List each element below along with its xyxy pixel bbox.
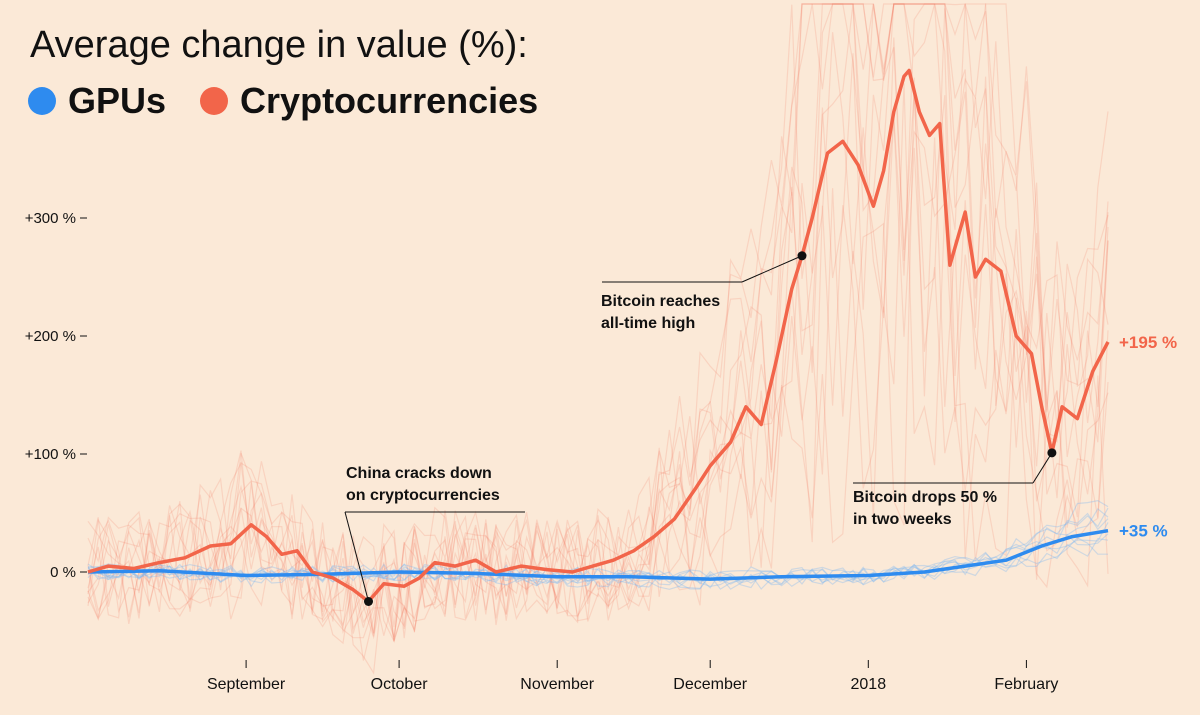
y-tick-label: +200 % (25, 328, 76, 345)
end-label-gpus: +35 % (1119, 522, 1168, 541)
crypto-asset-line-7 (87, 118, 1109, 634)
legend-label-gpus: GPUs (68, 80, 167, 121)
annotation-ath-leader (741, 255, 803, 283)
chart-title: Average change in value (%): (30, 24, 528, 66)
legend-dot-gpus (28, 87, 56, 115)
legend-item-gpus: GPUs (28, 80, 166, 122)
x-tick-label: November (520, 676, 594, 693)
annotation-ath-point (797, 251, 807, 261)
annotation-china-leader (344, 511, 369, 602)
legend: GPUs Cryptocurrencies (28, 80, 572, 122)
end-label-cryptocurrencies: +195 % (1119, 333, 1177, 352)
crypto-asset-line-2 (87, 3, 1109, 675)
x-tick-label: October (371, 676, 429, 693)
x-tick-label: February (994, 676, 1058, 693)
legend-item-cryptocurrencies: Cryptocurrencies (200, 80, 538, 122)
annotation-ath-text: all-time high (601, 315, 695, 332)
crypto-asset-line-8 (87, 3, 1109, 640)
x-tick-label: December (673, 676, 747, 693)
annotation-ath-text: Bitcoin reaches (601, 293, 720, 310)
annotation-drop-text: in two weeks (853, 511, 952, 528)
annotation-drop-leader (1032, 452, 1053, 484)
annotation-drop-point (1047, 448, 1057, 458)
annotation-china-text: on cryptocurrencies (346, 487, 500, 504)
crypto-asset-line-9 (87, 3, 1109, 661)
crypto-average-line (87, 68, 1110, 604)
gpu-asset-line-7 (87, 533, 1109, 588)
crypto-asset-line-3 (87, 3, 1109, 645)
crypto-asset-line-4 (87, 32, 1109, 644)
y-tick-label: +300 % (25, 210, 76, 227)
crypto-asset-line-12 (87, 77, 1109, 639)
crypto-asset-line-1 (87, 3, 1109, 631)
legend-label-cryptocurrencies: Cryptocurrencies (240, 80, 539, 121)
annotation-china-point (364, 597, 373, 606)
x-tick-label: 2018 (851, 676, 887, 693)
legend-dot-cryptocurrencies (200, 87, 229, 115)
crypto-asset-line-11 (87, 83, 1109, 629)
gpu-average-line (87, 528, 1109, 581)
crypto-asset-line-5 (87, 3, 1109, 636)
y-tick-label: 0 % (50, 564, 76, 581)
x-tick-label: September (207, 676, 286, 693)
annotation-china-text: China cracks down (346, 465, 492, 482)
y-tick-label: +100 % (25, 446, 76, 463)
gpu-asset-line-5 (87, 537, 1108, 584)
crypto-asset-line-10 (87, 3, 1109, 637)
annotation-drop-text: Bitcoin drops 50 % (853, 489, 997, 506)
